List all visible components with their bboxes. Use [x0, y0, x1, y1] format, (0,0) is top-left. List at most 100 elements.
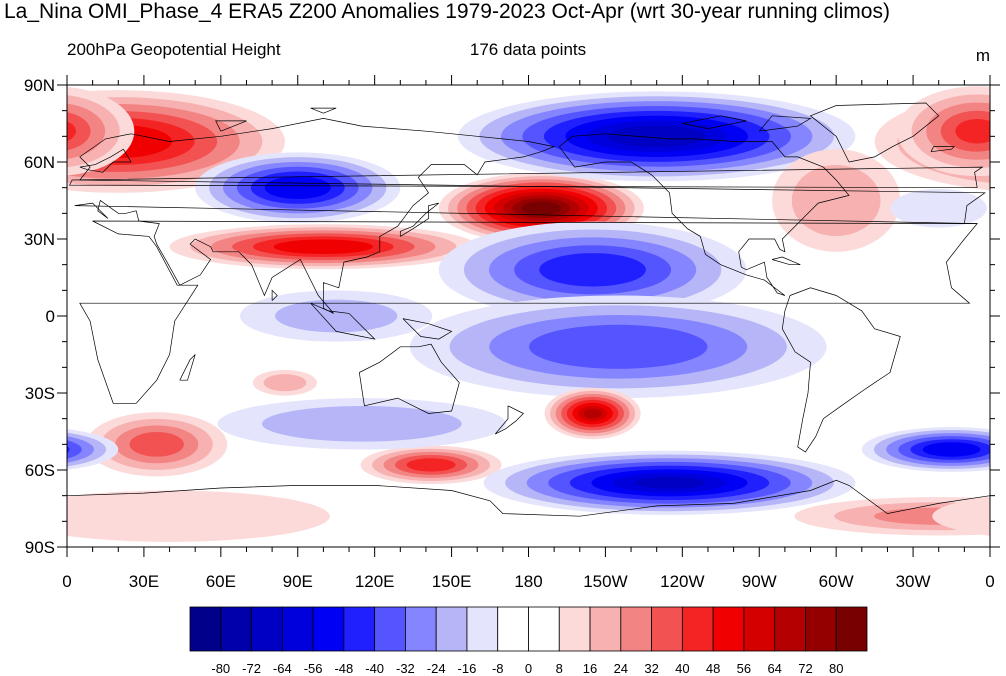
lon-label: 90W: [742, 572, 777, 591]
colorbar-swatch: [805, 606, 837, 652]
lat-label: 60N: [24, 153, 55, 172]
colorbar-swatch: [281, 606, 314, 652]
anomaly-south-atlantic-low: [67, 427, 990, 472]
coastline-9: [559, 133, 850, 296]
data-points-label: 176 data points: [469, 40, 587, 59]
colorbar-label: 80: [829, 661, 843, 676]
coastline-19: [682, 115, 747, 129]
lon-label: 60E: [206, 572, 236, 591]
lat-label: 90N: [24, 76, 55, 95]
coastline-7: [310, 302, 376, 340]
colorbar-swatch: [589, 606, 622, 652]
colorbar-label: 8: [556, 661, 563, 676]
lon-label: 180: [514, 572, 542, 591]
colorbar-label: 16: [583, 661, 597, 676]
coastline-12: [781, 287, 901, 453]
colorbar-swatch: [651, 606, 683, 652]
colorbar-swatch: [189, 606, 222, 652]
coastline-0: [79, 220, 978, 404]
anomaly-equatorial-low: [409, 295, 827, 399]
coastline-14: [179, 354, 196, 381]
colorbar-label: -72: [242, 661, 261, 676]
colorbar-label: 48: [706, 661, 720, 676]
colorbar-label: -56: [304, 661, 323, 676]
lat-label: 30N: [24, 230, 55, 249]
colorbar-swatch: [374, 606, 406, 652]
coastline-6: [494, 405, 524, 435]
coastline-5: [358, 343, 460, 414]
colorbar-swatch: [405, 606, 437, 652]
colorbar-swatch: [835, 606, 868, 652]
colorbar-swatch: [343, 606, 376, 652]
colorbar-label: 64: [767, 661, 781, 676]
colorbar-label: -64: [273, 661, 292, 676]
colorbar-label: -8: [492, 661, 504, 676]
colorbar-swatch: [466, 606, 499, 652]
lon-label: 90E: [283, 572, 313, 591]
colorbar-label: 32: [644, 661, 658, 676]
anomaly-southern-low: [483, 450, 856, 515]
colorbar-label: -40: [365, 661, 384, 676]
colorbar-swatch: [712, 606, 745, 652]
colorbar-label: -24: [427, 661, 446, 676]
lon-label: 30E: [129, 572, 159, 591]
colorbar-swatch: [774, 606, 806, 652]
lon-label: 30W: [896, 572, 931, 591]
colorbar-label: 72: [798, 661, 812, 676]
units-label: m: [975, 46, 990, 65]
colorbar-label: 24: [614, 661, 628, 676]
lon-label: 120W: [660, 572, 704, 591]
lat-label: 0: [46, 307, 55, 326]
lon-label: 60W: [819, 572, 854, 591]
colorbar-label: -80: [211, 661, 230, 676]
coastline-20: [759, 115, 812, 132]
anomaly-siberia-low: [195, 152, 401, 223]
coastline-3: [69, 166, 984, 189]
colorbar-label: -32: [396, 661, 415, 676]
colorbar-swatch: [251, 606, 283, 652]
colorbar-swatch: [220, 606, 252, 652]
coastline-11: [772, 256, 801, 266]
lon-label: 0: [62, 572, 71, 591]
colorbar-label: 56: [737, 661, 751, 676]
coastline-2: [79, 148, 132, 173]
colorbar-label: 40: [675, 661, 689, 676]
anomaly-tropical-pacific-low: [438, 221, 747, 318]
colorbar-swatch: [681, 606, 714, 652]
lat-label: 60S: [25, 461, 55, 480]
chart-title: La_Nina OMI_Phase_4 ERA5 Z200 Anomalies …: [4, 0, 890, 23]
coastline-16: [930, 146, 955, 153]
colorbar-swatch: [620, 606, 652, 652]
lat-label: 30S: [25, 384, 55, 403]
coastline-1: [74, 118, 986, 314]
coastline-15: [271, 289, 278, 301]
anomaly-greenland-high: [67, 86, 990, 177]
lon-label: 150E: [432, 572, 472, 591]
coastline-18: [215, 120, 247, 132]
colorbar-label: -48: [334, 661, 353, 676]
anomaly-subtropical-high: [169, 224, 478, 270]
coastline-8: [402, 318, 453, 340]
coastline-4: [399, 202, 440, 237]
colorbar-swatch: [558, 606, 591, 652]
colorbar-swatch: [497, 606, 529, 652]
anomaly-east-atlantic-low: [890, 188, 987, 228]
variable-label: 200hPa Geopotential Height: [67, 40, 281, 59]
anomaly-india-small-high: [252, 369, 317, 396]
lon-label: 0: [985, 572, 994, 591]
anomaly-africa-south-high: [86, 412, 228, 477]
anomaly-tasman-high: [360, 445, 502, 485]
anomaly-south-pacific-high: [544, 387, 641, 440]
coastline-13: [67, 479, 990, 517]
lon-label: 150W: [583, 572, 627, 591]
colorbar-label: -16: [458, 661, 477, 676]
lat-label: 90S: [25, 538, 55, 557]
anomaly-africa-polar-high: [67, 490, 990, 542]
lon-label: 120E: [355, 572, 395, 591]
anomaly-south-indian-low: [217, 398, 507, 450]
coastline-17: [310, 107, 337, 114]
coastline-10: [809, 102, 940, 163]
colorbar-swatch: [743, 606, 776, 652]
colorbar-swatch: [312, 606, 345, 652]
